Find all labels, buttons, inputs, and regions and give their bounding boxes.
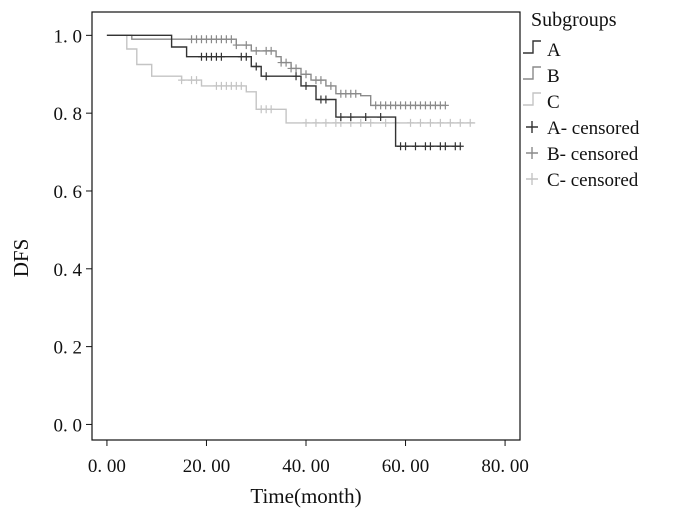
censor-mark (193, 76, 201, 85)
series-c (106, 34, 476, 127)
survival-line-a (106, 34, 461, 147)
censor-mark (426, 142, 434, 151)
legend-line-c (523, 92, 541, 106)
survival-line-b (106, 34, 446, 107)
legend-censor-c (526, 173, 538, 185)
censor-mark (426, 118, 434, 127)
censor-mark (362, 113, 370, 122)
censor-mark (292, 64, 300, 73)
y-tick-label: 0. 0 (54, 415, 83, 436)
y-tick-label: 0. 2 (54, 338, 83, 359)
legend-title: Subgroups (531, 9, 617, 31)
censor-mark (411, 142, 419, 151)
censor-mark (402, 142, 410, 151)
censor-mark (217, 52, 225, 61)
censor-mark (416, 118, 424, 127)
censor-mark (441, 142, 449, 151)
censor-mark (436, 118, 444, 127)
legend-label-b: B (547, 66, 560, 87)
y-tick-label: 0. 6 (54, 182, 83, 203)
censor-mark (302, 70, 310, 79)
censor-mark (252, 62, 260, 71)
censor-mark (267, 105, 275, 114)
legend-label-a: A (547, 40, 561, 61)
censor-mark (312, 118, 320, 127)
x-tick-label: 60. 00 (382, 456, 430, 477)
censor-mark (242, 52, 250, 61)
y-tick-label: 1. 0 (54, 26, 83, 47)
legend: Subgroups ABC A- censored B- censored C- ce… (523, 9, 640, 191)
series-b (106, 34, 449, 110)
censor-mark (407, 118, 415, 127)
x-tick-label: 0. 00 (88, 456, 126, 477)
censor-mark (382, 118, 390, 127)
censor-mark (292, 72, 300, 81)
y-tick-label: 0. 4 (54, 260, 83, 281)
censor-mark (322, 95, 330, 104)
x-tick-label: 20. 00 (183, 456, 231, 477)
censor-mark (262, 72, 270, 81)
legend-censored-label-b: B- censored (547, 144, 639, 165)
censor-mark (282, 58, 290, 67)
x-tick-label: 40. 00 (282, 456, 330, 477)
x-axis-title: Time(month) (250, 484, 361, 508)
censor-mark (327, 81, 335, 90)
censor-mark (441, 101, 449, 110)
legend-line-b (523, 66, 541, 80)
censor-mark (357, 118, 365, 127)
censor-mark (352, 89, 360, 98)
censor-mark (456, 142, 464, 151)
legend-line-a (523, 40, 541, 54)
legend-censor-b (526, 147, 538, 159)
censor-mark (242, 41, 250, 50)
legend-censor-a (526, 121, 538, 133)
censor-mark (267, 46, 275, 55)
censor-mark (337, 113, 345, 122)
legend-items: ABC A- censored B- censored C- censored (523, 40, 640, 191)
censor-mark (178, 76, 186, 85)
legend-censored-label-c: C- censored (547, 170, 639, 191)
censor-mark (322, 118, 330, 127)
censor-mark (347, 113, 355, 122)
censor-mark (232, 41, 240, 50)
survival-line-c (106, 34, 476, 124)
censor-mark (237, 81, 245, 90)
series-a (106, 34, 464, 151)
censor-mark (377, 113, 385, 122)
y-tick-label: 0. 8 (54, 104, 83, 125)
axis-ticks: 0. 00 20. 00 40. 00 60. 00 80. 00 0. 0 0. 2 0. … (54, 26, 529, 477)
censor-mark (302, 118, 310, 127)
censor-mark (446, 118, 454, 127)
y-axis-title: DFS (9, 239, 33, 278)
censor-mark (227, 35, 235, 44)
series-layer (106, 34, 476, 151)
x-tick-label: 80. 00 (481, 456, 529, 477)
censor-mark (367, 118, 375, 127)
legend-censored-label-a: A- censored (547, 118, 640, 139)
censor-mark (456, 118, 464, 127)
censor-mark (252, 46, 260, 55)
legend-label-c: C (547, 92, 560, 113)
censor-mark (317, 76, 325, 85)
censor-mark (302, 81, 310, 90)
censor-mark (466, 118, 474, 127)
